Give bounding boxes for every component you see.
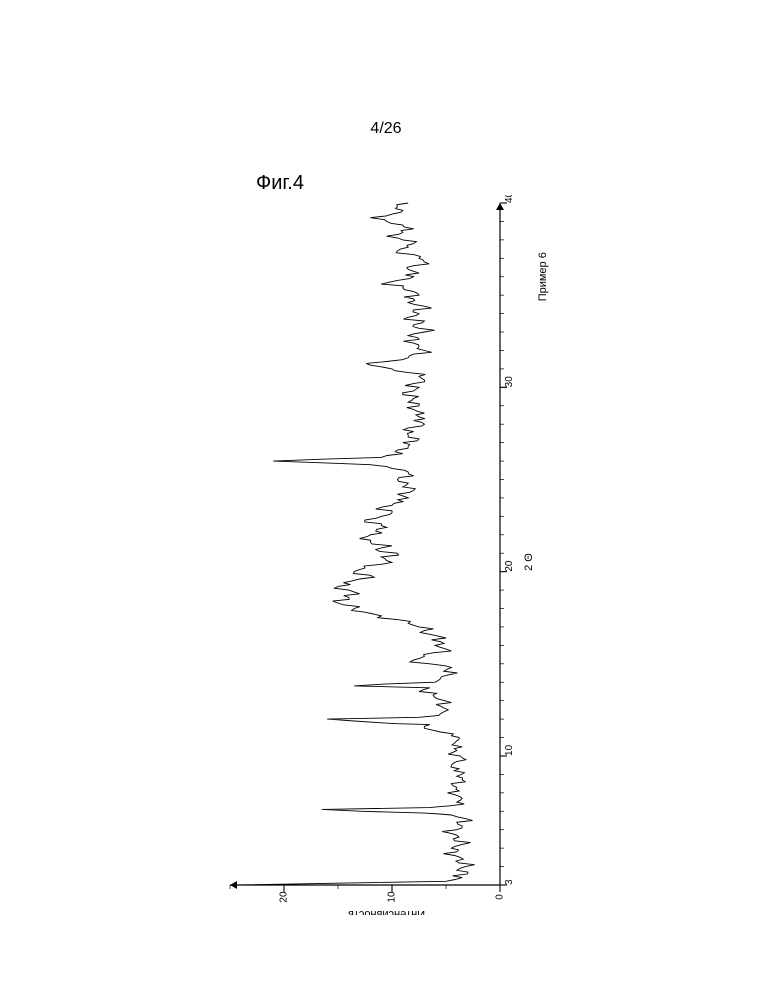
svg-text:10: 10 [504, 744, 515, 756]
svg-text:0: 0 [495, 894, 506, 900]
svg-text:30: 30 [504, 376, 515, 388]
svg-text:20: 20 [279, 891, 290, 903]
svg-text:40: 40 [504, 195, 515, 203]
figure-title: Фиг.4 [130, 172, 430, 195]
svg-text:Интенсивность: Интенсивность [348, 908, 425, 915]
svg-text:20: 20 [504, 560, 515, 572]
xrd-chart: 3 10 20 30 40 0 10 20 2 Θ Пример 6 Интенсивность [190, 195, 560, 915]
svg-text:Пример 6: Пример 6 [537, 252, 549, 301]
svg-text:2 Θ: 2 Θ [523, 553, 535, 571]
svg-text:3: 3 [504, 879, 515, 885]
page-number: 4/26 [0, 120, 772, 138]
svg-text:10: 10 [387, 891, 398, 903]
